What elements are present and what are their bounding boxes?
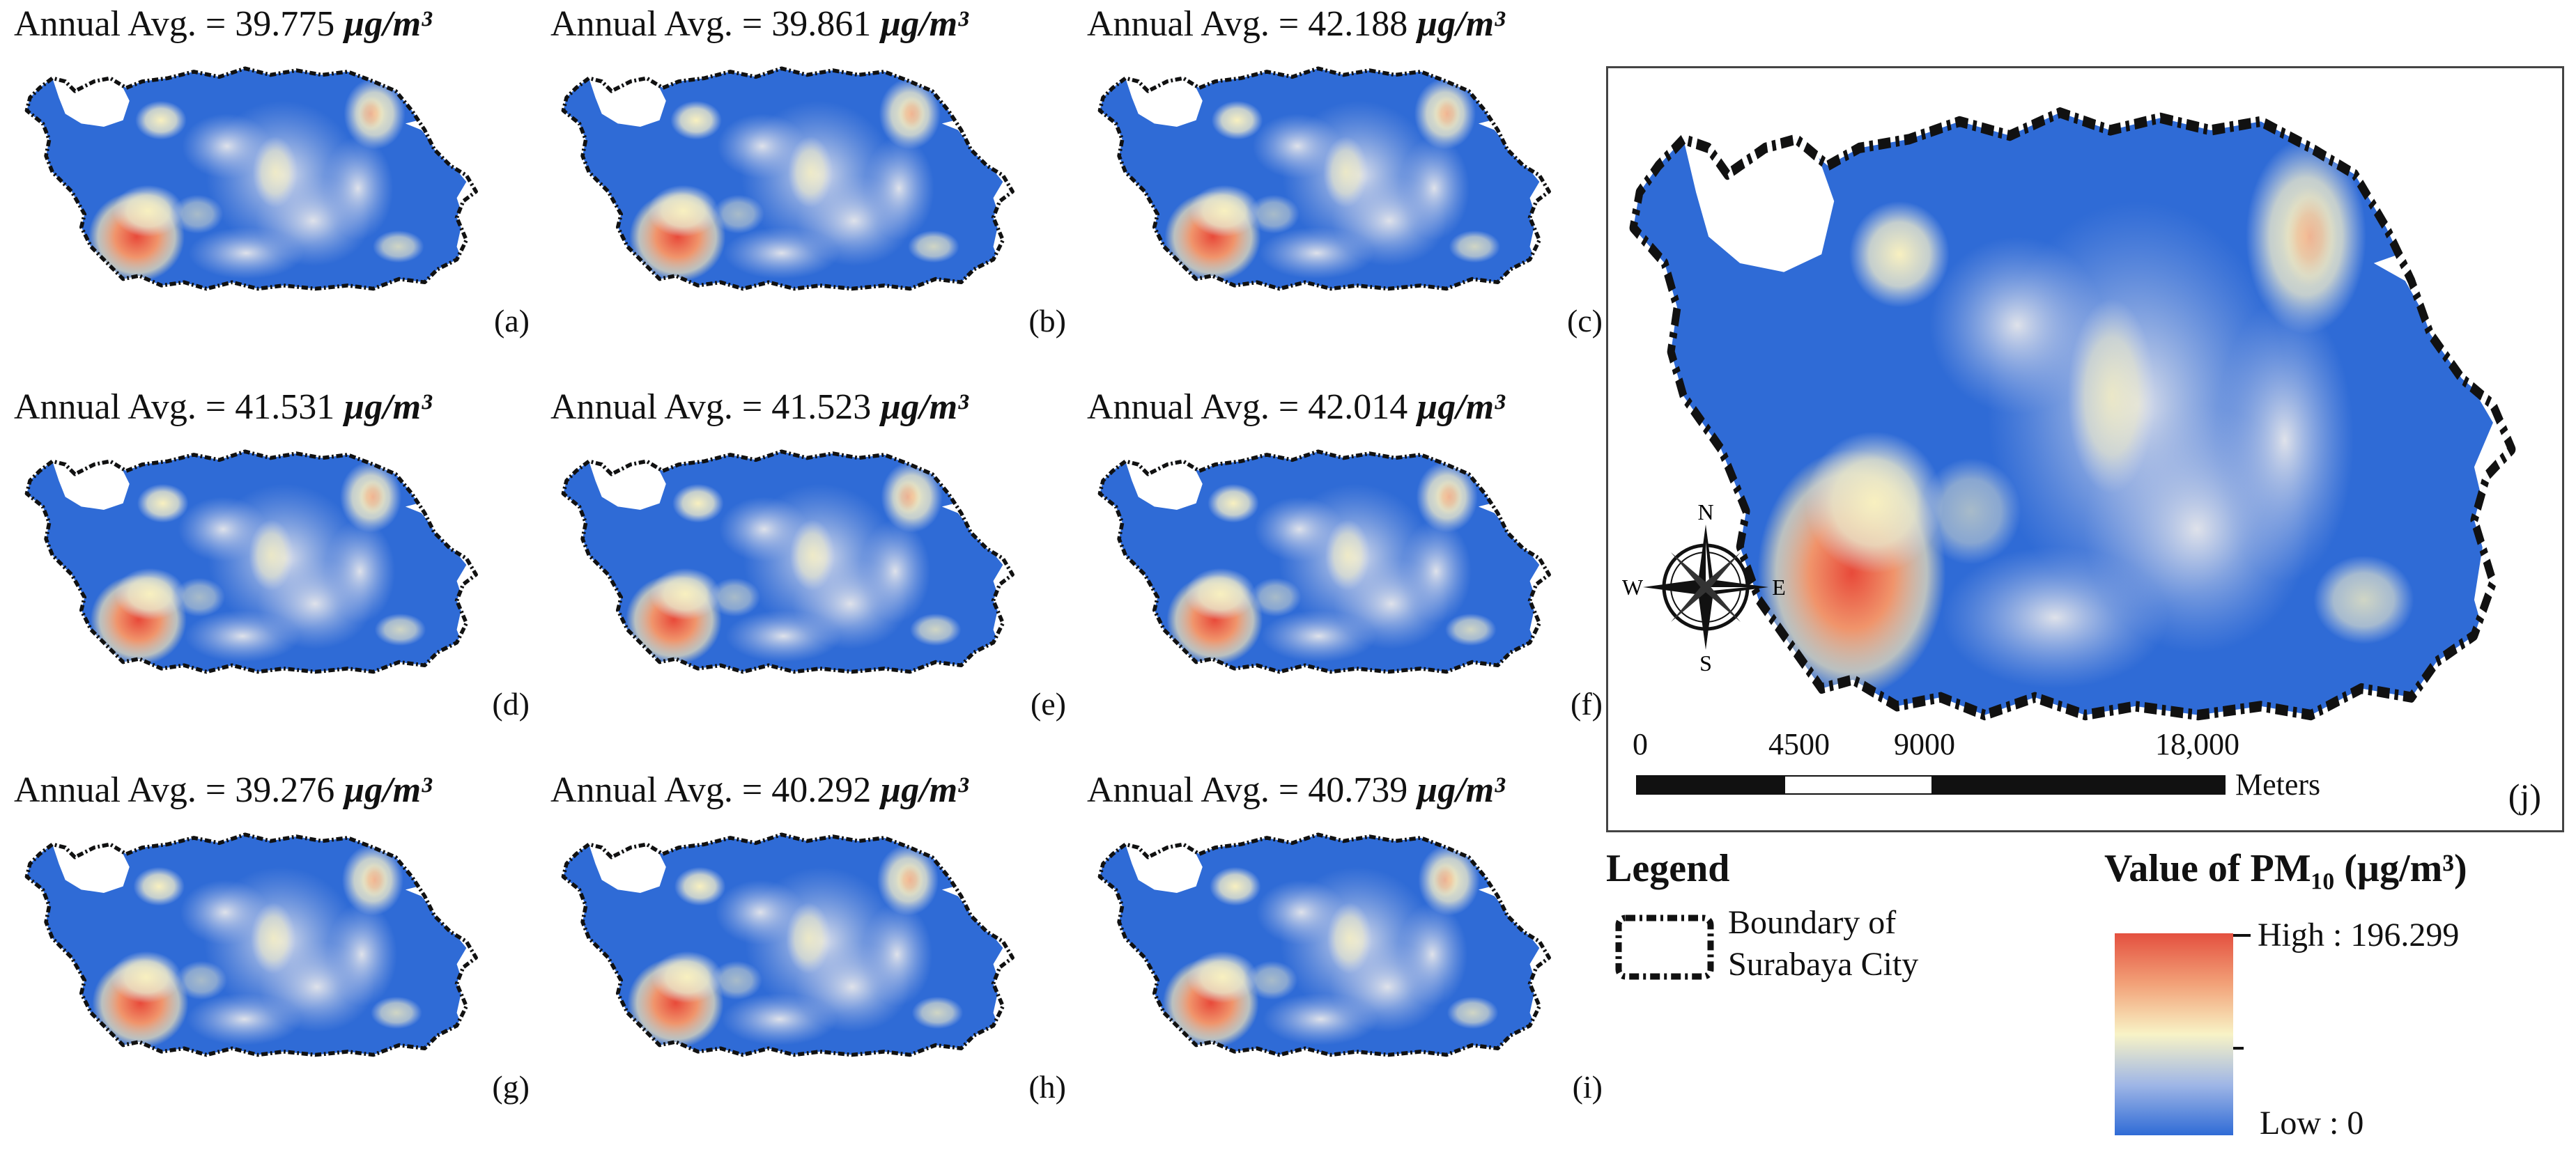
map-panel-i: Annual Avg. = 40.739 µg/m³ (i): [1087, 770, 1617, 1118]
panel-label: (f): [1571, 686, 1603, 722]
compass-n: N: [1697, 500, 1713, 524]
annual-average-value: Annual Avg. = 41.523: [550, 387, 872, 427]
annual-average-value: Annual Avg. = 42.014: [1087, 387, 1408, 427]
panel-label: (h): [1028, 1069, 1066, 1105]
panel-annual-average: Annual Avg. = 41.523 µg/m³: [550, 387, 969, 428]
city-boundary-outline: [1097, 449, 1551, 674]
pm10-small-map: [561, 832, 1015, 1057]
map-panel-d: Annual Avg. = 41.531 µg/m³ (d): [14, 387, 543, 735]
compass-s: S: [1699, 651, 1712, 674]
city-boundary-outline: [24, 832, 478, 1057]
panel-annual-average: Annual Avg. = 39.276 µg/m³: [14, 770, 432, 811]
scale-tick-9000: 9000: [1894, 727, 1955, 761]
ramp-low-label: Low : 0: [2260, 1105, 2364, 1142]
unit-label: µg/m³: [880, 387, 969, 427]
compass-rose-icon: N S E W: [1622, 500, 1786, 674]
pm10-small-map: [561, 449, 1015, 674]
map-panel-h: Annual Avg. = 40.292 µg/m³ (h): [550, 770, 1080, 1118]
panel-label: (d): [492, 686, 530, 722]
compass-w: W: [1622, 575, 1644, 600]
annual-average-value: Annual Avg. = 39.775: [14, 4, 335, 44]
map-panel-f: Annual Avg. = 42.014 µg/m³ (f): [1087, 387, 1617, 735]
panel-annual-average: Annual Avg. = 40.292 µg/m³: [550, 770, 969, 811]
boundary-label-line1: Boundary of: [1728, 904, 1897, 941]
main-map-frame: N S E W 0 4500 9000 18,000 Meters (j): [1606, 66, 2564, 832]
unit-label: µg/m³: [880, 770, 969, 810]
boundary-label-line2: Surabaya City: [1728, 946, 1919, 983]
city-boundary-outline: [1629, 107, 2516, 721]
pm10-small-map: [1097, 66, 1551, 291]
annual-average-value: Annual Avg. = 42.188: [1087, 4, 1408, 44]
panel-label: (b): [1028, 303, 1066, 338]
map-panel-c: Annual Avg. = 42.188 µg/m³ (c): [1087, 3, 1617, 352]
pm10-small-map: [1097, 832, 1551, 1057]
unit-label: µg/m³: [344, 770, 432, 810]
boundary-swatch-icon: [1615, 914, 1714, 980]
unit-label: µg/m³: [344, 387, 432, 427]
panel-label: (i): [1572, 1069, 1603, 1105]
legend: Legend Boundary of Surabaya City Value o…: [1606, 846, 2564, 1146]
map-panel-b: Annual Avg. = 39.861 µg/m³ (b): [550, 3, 1080, 352]
annual-average-value: Annual Avg. = 39.861: [550, 4, 872, 44]
city-boundary-outline: [1097, 832, 1551, 1057]
scale-tick-0: 0: [1633, 727, 1648, 761]
scale-tick-4500: 4500: [1768, 727, 1830, 761]
city-boundary-outline: [24, 66, 478, 291]
scale-bar-graphic: [1636, 775, 2226, 795]
city-boundary-outline: [561, 66, 1015, 291]
panel-annual-average: Annual Avg. = 42.188 µg/m³: [1087, 3, 1505, 45]
main-map: [1629, 107, 2516, 721]
pm10-small-map: [24, 832, 478, 1057]
panel-annual-average: Annual Avg. = 42.014 µg/m³: [1087, 387, 1505, 428]
panel-annual-average: Annual Avg. = 39.775 µg/m³: [14, 3, 432, 45]
city-boundary-outline: [561, 449, 1015, 674]
compass-e: E: [1772, 575, 1786, 600]
unit-label: µg/m³: [1417, 770, 1505, 810]
panel-annual-average: Annual Avg. = 41.531 µg/m³: [14, 387, 432, 428]
panel-annual-average: Annual Avg. = 40.739 µg/m³: [1087, 770, 1505, 811]
value-title: Value of PM₁₀ (µg/m³): [2104, 847, 2467, 890]
unit-label: µg/m³: [880, 4, 969, 44]
city-boundary-outline: [1097, 66, 1551, 291]
panel-label: (a): [493, 303, 530, 338]
panel-label-j: (j): [2508, 777, 2541, 816]
pm10-small-map: [561, 66, 1015, 291]
annual-average-value: Annual Avg. = 40.739: [1087, 770, 1408, 810]
panel-label: (g): [492, 1069, 530, 1105]
annual-average-value: Annual Avg. = 40.292: [550, 770, 872, 810]
annual-average-value: Annual Avg. = 41.531: [14, 387, 335, 427]
unit-label: µg/m³: [1417, 4, 1505, 44]
map-panel-a: Annual Avg. = 39.775 µg/m³ (a): [14, 3, 543, 352]
map-panel-e: Annual Avg. = 41.523 µg/m³ (e): [550, 387, 1080, 735]
city-boundary-outline: [24, 449, 478, 674]
legend-title: Legend: [1606, 847, 1730, 890]
panel-annual-average: Annual Avg. = 39.861 µg/m³: [550, 3, 969, 45]
pm10-small-map: [1097, 449, 1551, 674]
panel-label: (c): [1566, 303, 1603, 338]
annual-average-value: Annual Avg. = 39.276: [14, 770, 335, 810]
pm10-small-map: [24, 66, 478, 291]
panel-label: (e): [1030, 686, 1066, 722]
scale-tick-18000: 18,000: [2155, 727, 2239, 761]
pm10-small-map: [24, 449, 478, 674]
color-ramp: [2115, 933, 2251, 1135]
unit-label: µg/m³: [344, 4, 432, 44]
city-boundary-outline: [561, 832, 1015, 1057]
map-panel-g: Annual Avg. = 39.276 µg/m³ (g): [14, 770, 543, 1118]
unit-label: µg/m³: [1417, 387, 1505, 427]
scale-unit: Meters: [2235, 768, 2321, 802]
ramp-high-label: High : 196.299: [2258, 917, 2460, 953]
